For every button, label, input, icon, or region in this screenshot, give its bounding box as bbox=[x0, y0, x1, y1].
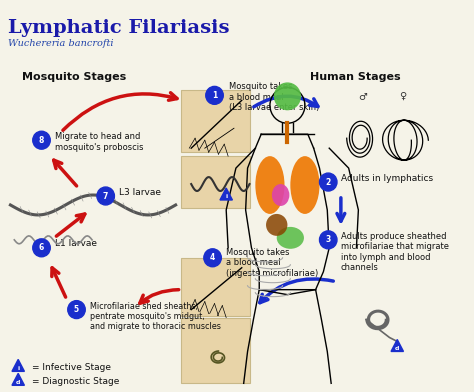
Circle shape bbox=[97, 187, 114, 205]
Text: Mosquito Stages: Mosquito Stages bbox=[22, 73, 127, 82]
Ellipse shape bbox=[255, 156, 284, 214]
FancyBboxPatch shape bbox=[182, 258, 249, 316]
Circle shape bbox=[319, 173, 337, 191]
Circle shape bbox=[33, 239, 50, 257]
Ellipse shape bbox=[277, 227, 304, 249]
Text: i: i bbox=[17, 366, 19, 371]
Text: Mosquito takes
a blood meal
(L3 larvae enter skin): Mosquito takes a blood meal (L3 larvae e… bbox=[229, 82, 319, 112]
Text: 2: 2 bbox=[326, 178, 331, 187]
Circle shape bbox=[68, 301, 85, 319]
Text: Lymphatic Filariasis: Lymphatic Filariasis bbox=[9, 19, 230, 36]
Text: 3: 3 bbox=[326, 235, 331, 244]
Text: d: d bbox=[16, 379, 20, 385]
Text: L1 larvae: L1 larvae bbox=[55, 240, 97, 248]
Text: 1: 1 bbox=[212, 91, 217, 100]
Text: Wuchereria bancrofti: Wuchereria bancrofti bbox=[9, 38, 114, 47]
Circle shape bbox=[274, 82, 301, 110]
Ellipse shape bbox=[266, 214, 287, 236]
Text: = Diagnostic Stage: = Diagnostic Stage bbox=[32, 377, 119, 386]
Text: Adults in lymphatics: Adults in lymphatics bbox=[341, 174, 433, 183]
Text: 6: 6 bbox=[39, 243, 44, 252]
Text: ♂: ♂ bbox=[358, 93, 367, 102]
Circle shape bbox=[204, 249, 221, 267]
Text: = Infective Stage: = Infective Stage bbox=[32, 363, 111, 372]
Text: 4: 4 bbox=[210, 253, 215, 262]
Text: L3 larvae: L3 larvae bbox=[119, 187, 161, 196]
Text: Microfilariae shed sheaths,
pentrate mosquito's midgut,
and migrate to thoracic : Microfilariae shed sheaths, pentrate mos… bbox=[90, 301, 221, 331]
Ellipse shape bbox=[291, 156, 319, 214]
Text: Adults produce sheathed
microfilariae that migrate
into lymph and blood
channels: Adults produce sheathed microfilariae th… bbox=[341, 232, 449, 272]
Text: Human Stages: Human Stages bbox=[310, 73, 401, 82]
Text: Mosquito takes
a blood meal
(ingests microfilariae): Mosquito takes a blood meal (ingests mic… bbox=[226, 248, 319, 278]
Circle shape bbox=[319, 231, 337, 249]
Polygon shape bbox=[220, 188, 232, 200]
FancyBboxPatch shape bbox=[182, 91, 249, 152]
FancyBboxPatch shape bbox=[182, 318, 249, 383]
Text: 5: 5 bbox=[74, 305, 79, 314]
Text: ♀: ♀ bbox=[399, 90, 406, 100]
Text: i: i bbox=[225, 194, 227, 199]
Polygon shape bbox=[12, 359, 24, 371]
Polygon shape bbox=[12, 373, 24, 385]
Text: 8: 8 bbox=[39, 136, 44, 145]
Circle shape bbox=[33, 131, 50, 149]
Text: 7: 7 bbox=[103, 192, 109, 200]
Polygon shape bbox=[391, 339, 403, 352]
Ellipse shape bbox=[272, 184, 289, 206]
Text: Migrate to head and
mosquito's proboscis: Migrate to head and mosquito's proboscis bbox=[55, 132, 144, 152]
FancyBboxPatch shape bbox=[182, 156, 249, 208]
Circle shape bbox=[206, 86, 223, 104]
Text: d: d bbox=[395, 346, 400, 351]
